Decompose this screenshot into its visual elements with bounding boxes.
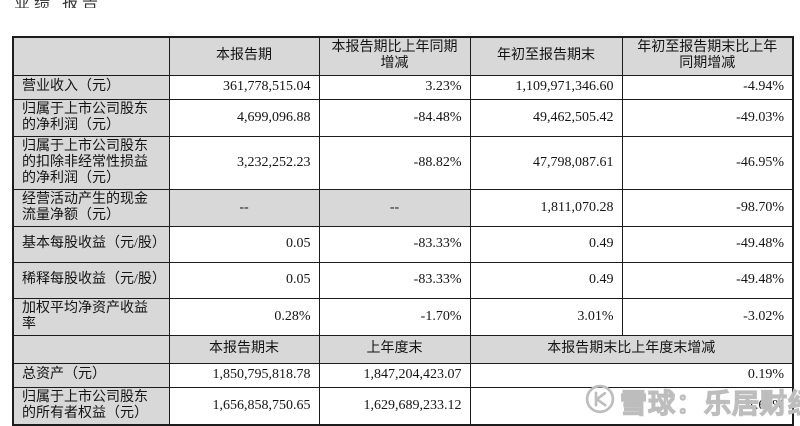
cell-value: -3.02% <box>621 297 794 336</box>
table1-header-current-period: 本报告期 <box>168 36 320 76</box>
cell-value: 1.67% <box>469 386 794 425</box>
cell-value: -88.82% <box>318 135 471 190</box>
table-row: 营业收入（元） 361,778,515.04 3.23% 1,109,971,3… <box>12 74 794 100</box>
row-label-revenue: 营业收入（元） <box>12 74 170 100</box>
row-label-net-profit: 归属于上市公司股东的净利润（元） <box>12 98 170 137</box>
cell-value: 1,656,858,750.65 <box>168 386 320 425</box>
cell-value: 0.05 <box>168 261 320 299</box>
cell-value: -49.48% <box>621 225 794 263</box>
cell-value: 361,778,515.04 <box>168 74 320 100</box>
cell-value: 1,109,971,346.60 <box>469 74 623 100</box>
table-row: 归属于上市公司股东的净利润（元） 4,699,096.88 -84.48% 49… <box>12 98 794 137</box>
cell-value: -49.48% <box>621 261 794 299</box>
cell-value: -83.33% <box>318 261 471 299</box>
row-label-basic-eps: 基本每股收益（元/股） <box>12 225 170 263</box>
table-row: 稀释每股收益（元/股） 0.05 -83.33% 0.49 -49.48% <box>12 261 794 299</box>
cell-value: -1.70% <box>318 297 471 336</box>
row-label-total-assets: 总资产（元） <box>12 362 170 388</box>
cell-value: 0.49 <box>469 225 623 263</box>
table2-header-corner <box>12 334 170 364</box>
table1-header-ytd-yoy-change: 年初至报告期末比上年同期增减 <box>621 36 794 76</box>
cell-value: 1,847,204,423.07 <box>318 362 471 388</box>
table-row: 经营活动产生的现金流量净额（元） -- -- 1,811,070.28 -98.… <box>12 188 794 227</box>
cell-value: 49,462,505.42 <box>469 98 623 137</box>
cell-value: -49.03% <box>621 98 794 137</box>
table2-header-row: 本报告期末 上年度末 本报告期末比上年度末增减 <box>12 334 794 364</box>
row-label-weighted-roe: 加权平均净资产收益率 <box>12 297 170 336</box>
cell-value: 47,798,087.61 <box>469 135 623 190</box>
table1-header-corner <box>12 36 170 76</box>
table2-header-prior-year-end: 上年度末 <box>318 334 471 364</box>
cell-value: -98.70% <box>621 188 794 227</box>
row-label-owners-equity: 归属于上市公司股东的所有者权益（元） <box>12 386 170 425</box>
cell-value: 0.19% <box>469 362 794 388</box>
cell-value: 0.49 <box>469 261 623 299</box>
cell-value: -- <box>318 188 471 227</box>
table-row: 总资产（元） 1,850,795,818.78 1,847,204,423.07… <box>12 362 794 388</box>
table2-header-change-vs-prior-year-end: 本报告期末比上年度末增减 <box>469 334 794 364</box>
clipped-heading-fragment: 业绩 报告 <box>14 0 134 8</box>
cell-value: 4,699,096.88 <box>168 98 320 137</box>
cell-value: 3.01% <box>469 297 623 336</box>
cell-value: 0.28% <box>168 297 320 336</box>
row-label-diluted-eps: 稀释每股收益（元/股） <box>12 261 170 299</box>
table-row: 加权平均净资产收益率 0.28% -1.70% 3.01% -3.02% <box>12 297 794 336</box>
cell-value: -4.94% <box>621 74 794 100</box>
cell-value: -83.33% <box>318 225 471 263</box>
cell-value: -84.48% <box>318 98 471 137</box>
cell-value: 3.23% <box>318 74 471 100</box>
table1-header-yoy-change: 本报告期比上年同期增减 <box>318 36 471 76</box>
table-row: 归属于上市公司股东的扣除非经常性损益的净利润（元） 3,232,252.23 -… <box>12 135 794 190</box>
cell-value: 3,232,252.23 <box>168 135 320 190</box>
cell-value: 1,850,795,818.78 <box>168 362 320 388</box>
financial-summary-table: 本报告期 本报告期比上年同期增减 年初至报告期末 年初至报告期末比上年同期增减 … <box>12 36 794 426</box>
row-label-operating-cash-flow: 经营活动产生的现金流量净额（元） <box>12 188 170 227</box>
table1-header-ytd: 年初至报告期末 <box>469 36 623 76</box>
table-row: 基本每股收益（元/股） 0.05 -83.33% 0.49 -49.48% <box>12 225 794 263</box>
cell-value: -- <box>168 188 320 227</box>
table2-header-period-end: 本报告期末 <box>168 334 320 364</box>
cell-value: 1,629,689,233.12 <box>318 386 471 425</box>
cell-value: 0.05 <box>168 225 320 263</box>
row-label-net-profit-excl-nonrecurring: 归属于上市公司股东的扣除非经常性损益的净利润（元） <box>12 135 170 190</box>
table1-header-row: 本报告期 本报告期比上年同期增减 年初至报告期末 年初至报告期末比上年同期增减 <box>12 36 794 76</box>
table-row: 归属于上市公司股东的所有者权益（元） 1,656,858,750.65 1,62… <box>12 386 794 425</box>
cell-value: 1,811,070.28 <box>469 188 623 227</box>
cell-value: -46.95% <box>621 135 794 190</box>
